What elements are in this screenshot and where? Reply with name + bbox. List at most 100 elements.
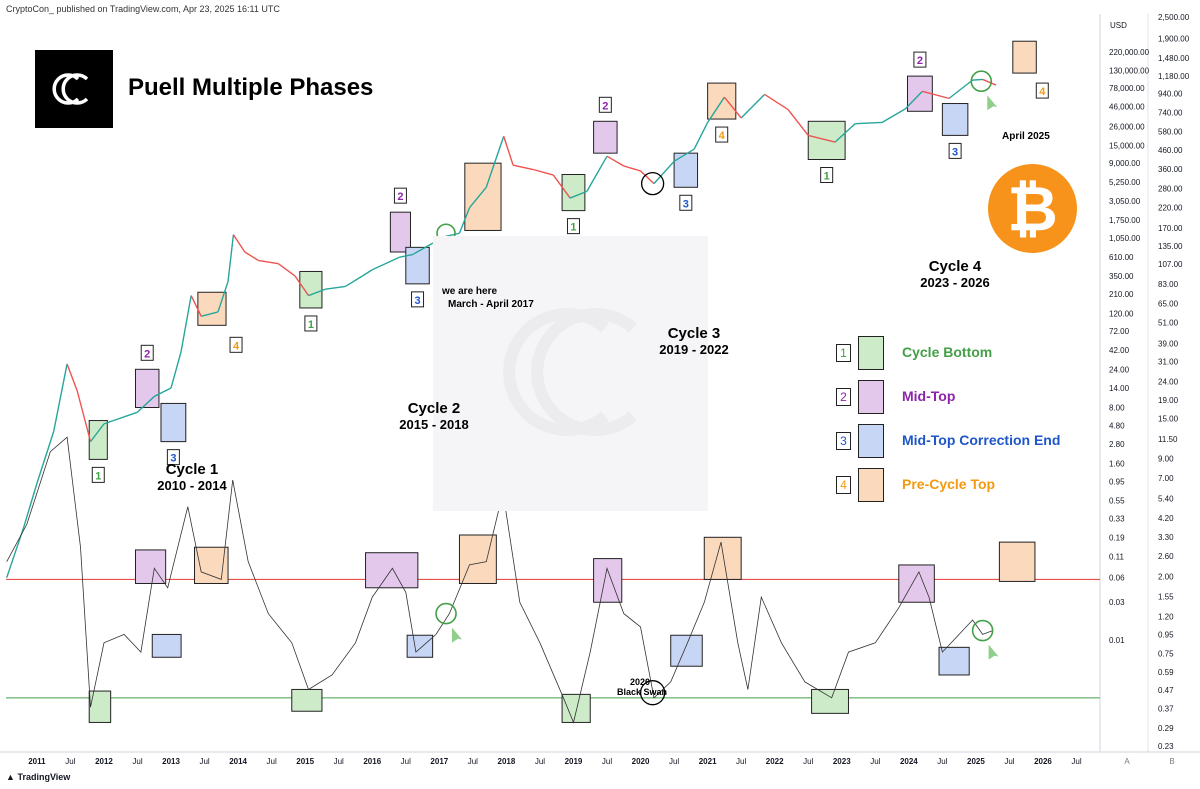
bitcoin-symbol: ₿ [1007, 172, 1058, 245]
time-tick-label: Jul [1004, 757, 1014, 766]
time-tick-label: 2014 [229, 757, 247, 766]
legend-swatch [858, 468, 884, 502]
tradingview-logo-icon: ▲ [6, 772, 15, 782]
correction-phase-box [941, 103, 969, 136]
price-tick-label: 2.80 [1109, 440, 1125, 449]
price-tick-label: 24.00 [1109, 365, 1130, 374]
time-tick-label: Jul [602, 757, 612, 766]
time-tick-label: Jul [870, 757, 880, 766]
price-segment [232, 234, 246, 253]
puell-tick-label: 24.00 [1158, 377, 1179, 386]
puell-tick-label: 135.00 [1158, 242, 1183, 251]
pretop-phase-box [197, 291, 227, 326]
phase-number-box [393, 187, 407, 204]
price-segment [787, 109, 809, 136]
price-segment [244, 251, 259, 261]
price-tick-label: 14.00 [1109, 384, 1130, 393]
puell-tick-label: 31.00 [1158, 357, 1179, 366]
price-tick-label: 72.00 [1109, 327, 1130, 336]
bottom-phase-box [88, 420, 108, 460]
puell-tick-label: 2,500.00 [1158, 13, 1190, 22]
april-2025-arrow-icon [987, 95, 998, 111]
puell-tick-label: 1.20 [1158, 612, 1174, 621]
puell-tick-label: 1,180.00 [1158, 72, 1190, 81]
puell-tick-label: 5.40 [1158, 494, 1174, 503]
price-segment [345, 275, 363, 288]
puell-2017-circle [435, 602, 457, 625]
price-segment [76, 390, 92, 442]
price-segment [552, 174, 571, 199]
covid-dip-circle [640, 171, 665, 196]
legend-label: Mid-Top [902, 388, 956, 404]
time-tick-label: Jul [803, 757, 813, 766]
price-segment [227, 234, 235, 282]
puell-tick-label: 1.55 [1158, 592, 1174, 601]
price-segment [36, 431, 55, 484]
puell-tick-label: 2.60 [1158, 552, 1174, 561]
chart-title: Puell Multiple Phases [128, 74, 374, 101]
puell-tick-label: 3.30 [1158, 533, 1174, 542]
scale-letter-button[interactable]: B [1169, 757, 1174, 766]
puell-tick-label: 2.00 [1158, 572, 1174, 581]
price-tick-label: 0.03 [1109, 598, 1125, 607]
tradingview-brand[interactable]: ▲ TradingView [6, 772, 70, 782]
price-segment [308, 288, 326, 297]
phase-number-box [820, 167, 834, 184]
phase-number-label: 2 [602, 100, 608, 112]
price-segment [190, 295, 202, 317]
phase-number-box [166, 449, 180, 466]
price-segment [569, 190, 588, 199]
price-segment [361, 269, 373, 277]
puell-tick-label: 39.00 [1158, 339, 1179, 348]
price-tick-label: 5,250.00 [1109, 178, 1141, 187]
price-segment [723, 96, 742, 119]
pretop-phase-box [703, 536, 742, 580]
time-tick-label: 2021 [699, 757, 717, 766]
correction-phase-box [160, 402, 187, 443]
correction-phase-box [938, 646, 970, 676]
puell-tick-label: 11.50 [1158, 435, 1178, 444]
time-tick-label: 2012 [95, 757, 113, 766]
time-tick-label: Jul [65, 757, 75, 766]
price-tick-label: 220,000.00 [1109, 48, 1150, 57]
price-segment [606, 155, 625, 167]
cycle-name: Cycle 1 [165, 461, 219, 478]
scale-letter-button[interactable]: A [1124, 757, 1130, 766]
price-segment [640, 170, 655, 185]
phase-number-label: 3 [414, 295, 420, 307]
cryptocon-logo [35, 50, 113, 128]
price-segment [503, 136, 514, 166]
price-segment [855, 121, 883, 125]
cycle-years: 2010 - 2014 [157, 478, 227, 493]
puell-tick-label: 0.47 [1158, 686, 1174, 695]
price-segment [89, 423, 105, 443]
bottom-phase-box [561, 693, 591, 723]
time-tick-label: Jul [937, 757, 947, 766]
time-tick-label: Jul [1071, 757, 1081, 766]
price-segment [468, 186, 487, 209]
phase-number-box [411, 291, 425, 308]
price-segment [673, 148, 695, 162]
time-tick-label: 2024 [900, 757, 918, 766]
price-segment [533, 168, 554, 176]
midtop-phase-box [365, 552, 419, 589]
time-tick-label: 2020 [632, 757, 650, 766]
tradingview-label: TradingView [17, 772, 71, 782]
price-tick-label: 0.06 [1109, 574, 1125, 583]
phase-number-label: 1 [824, 171, 830, 183]
april-2025-label: April 2025 [1002, 131, 1050, 142]
price-segment [412, 242, 433, 256]
correction-phase-box [673, 152, 699, 188]
cycle-name: Cycle 2 [407, 400, 461, 417]
time-tick-label: 2025 [967, 757, 985, 766]
black-swan-circle [639, 680, 666, 706]
phase-number-label: 3 [683, 198, 689, 210]
puell-2025-circle [971, 619, 994, 642]
price-segment [52, 363, 68, 432]
price-tick-label: 350.00 [1109, 272, 1134, 281]
watermark-c-icon [503, 308, 637, 436]
phase-number-label: 1 [570, 222, 576, 234]
price-segment [153, 387, 172, 398]
price-tick-label: 78,000.00 [1109, 84, 1145, 93]
puell-tick-label: 0.75 [1158, 649, 1174, 658]
